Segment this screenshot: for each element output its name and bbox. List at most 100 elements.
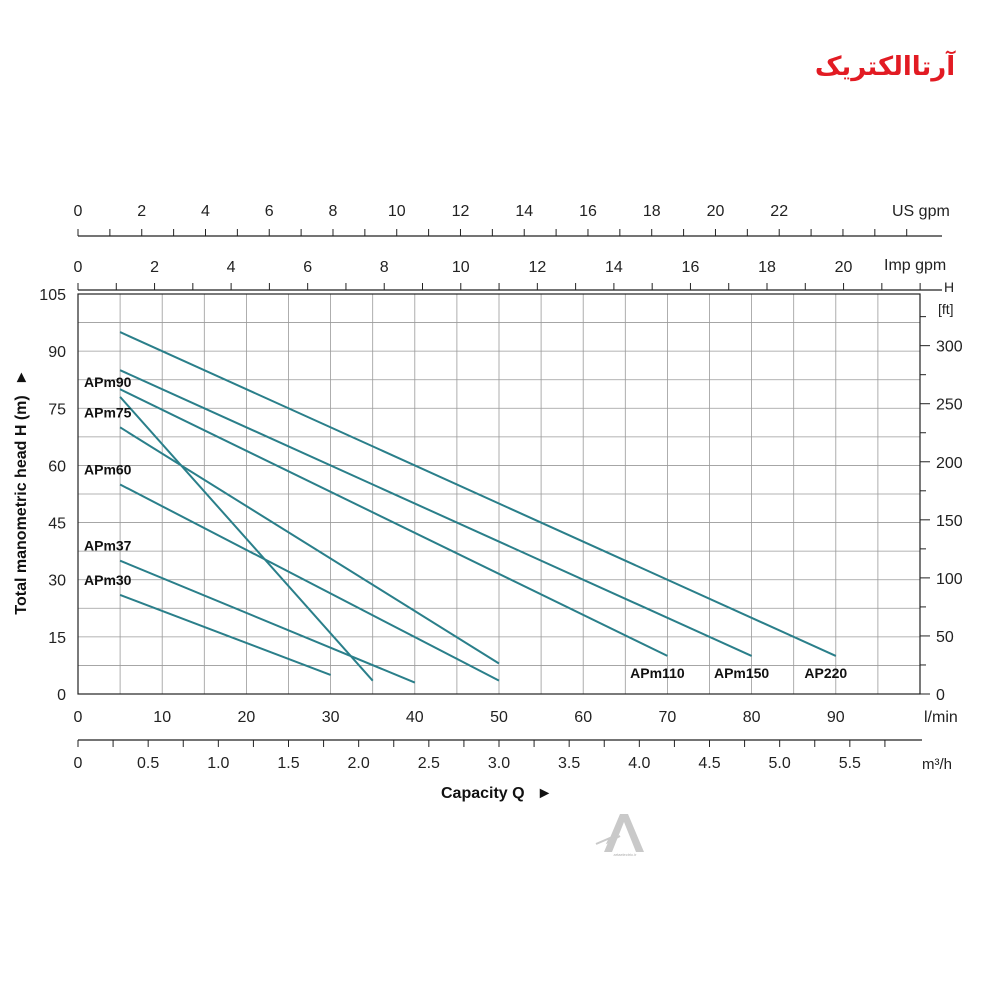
series-label-apm90: APm90	[84, 374, 132, 390]
series-line-apm37	[119, 559, 416, 684]
x-tick-label-m3h: 2.5	[418, 755, 440, 772]
series-line-apm150	[119, 369, 753, 657]
watermark-text: artaelectric.ir	[613, 852, 637, 857]
series-label-apm150: APm150	[714, 665, 769, 681]
us-gpm-tick-label: 16	[579, 203, 597, 220]
x-tick-label-m3h: 0	[74, 755, 83, 772]
brand-logo-text: آرتاالکتریک	[814, 52, 956, 82]
watermark-logo: artaelectric.ir	[590, 808, 660, 868]
y-tick-label-ft: 250	[936, 397, 963, 414]
left-axis: 0 15 30 45 60 75 90 105	[39, 287, 66, 704]
y-tick-label-m: 105	[39, 287, 66, 304]
x-tick-label-lmin: 10	[153, 709, 171, 726]
x-tick-label-m3h: 1.0	[207, 755, 229, 772]
series-group	[119, 331, 837, 684]
y-tick-label-m: 45	[48, 516, 66, 533]
us-gpm-tick-label: 22	[770, 203, 788, 220]
imp-gpm-axis-label: Imp gpm	[884, 257, 946, 274]
x-tick-label-m3h: 5.5	[839, 755, 861, 772]
imp-gpm-tick-label: 2	[150, 259, 159, 276]
y-tick-label-ft: 150	[936, 513, 963, 530]
watermark-mark-icon	[595, 814, 644, 852]
y-tick-label-m: 60	[48, 458, 66, 475]
series-labels: APm30 APm37 APm60 APm75 APm90 APm110 APm150 AP2…	[84, 374, 847, 681]
series-label-apm60: APm60	[84, 461, 132, 477]
y-axis-arrow-icon: ►	[13, 369, 30, 385]
series-label-apm110: APm110	[630, 665, 685, 681]
us-gpm-tick-label: 12	[452, 203, 470, 220]
y-tick-label-m: 75	[48, 401, 66, 418]
series-line-apm30	[119, 594, 331, 676]
x-tick-label-lmin: 80	[743, 709, 761, 726]
x-unit-lmin-label: l/min	[924, 709, 958, 726]
y-axis-title: Total manometric head H (m) ►	[13, 369, 30, 614]
x-tick-label-m3h: 2.0	[348, 755, 370, 772]
x-tick-label-lmin: 90	[827, 709, 845, 726]
x-tick-label-m3h: 3.5	[558, 755, 580, 772]
us-gpm-axis-label: US gpm	[892, 203, 950, 220]
x-axis-title: Capacity Q ►	[441, 785, 552, 802]
x-tick-label-lmin: 50	[490, 709, 508, 726]
y-axis-title-text: Total manometric head H (m)	[13, 395, 30, 614]
imp-gpm-tick-label: 12	[528, 259, 546, 276]
x-tick-label-lmin: 60	[574, 709, 592, 726]
us-gpm-tick-label: 6	[265, 203, 274, 220]
grid	[78, 294, 920, 694]
x-tick-label-lmin: 30	[322, 709, 340, 726]
imp-gpm-tick-label: 4	[227, 259, 236, 276]
imp-gpm-tick-label: 18	[758, 259, 776, 276]
x-tick-label-m3h: 4.0	[628, 755, 650, 772]
y-tick-label-m: 0	[57, 687, 66, 704]
top-axes: 0 2 4 6 8 10 12 14 16 18 20 22 0 2 4 6 8 10 12 14 16 18 20	[74, 203, 942, 291]
x-axis-arrow-icon: ►	[537, 785, 553, 802]
series-line-apm110	[119, 388, 668, 657]
y-tick-label-m: 30	[48, 573, 66, 590]
y-tick-label-ft: 0	[936, 687, 945, 704]
imp-gpm-tick-label: 8	[380, 259, 389, 276]
us-gpm-tick-label: 14	[515, 203, 533, 220]
series-label-apm75: APm75	[84, 404, 132, 420]
y-tick-label-ft: 200	[936, 455, 963, 472]
x-axis-title-text: Capacity Q	[441, 785, 525, 802]
imp-gpm-tick-label: 6	[303, 259, 312, 276]
x-tick-label-m3h: 3.0	[488, 755, 510, 772]
y-tick-label-ft: 300	[936, 339, 963, 356]
bottom-axes: 0 10 20 30 40 50 60 70 80 90 0 0.5 1.0 1.5 2.0 2.5 3.0 3.…	[74, 709, 922, 772]
series-line-ap220	[119, 331, 837, 657]
x-tick-label-m3h: 4.5	[698, 755, 720, 772]
series-line-apm90	[119, 396, 374, 682]
x-tick-label-m3h: 5.0	[769, 755, 791, 772]
x-tick-label-m3h: 0.5	[137, 755, 159, 772]
series-label-apm30: APm30	[84, 572, 132, 588]
us-gpm-tick-label: 0	[74, 203, 83, 220]
y-tick-label-ft: 100	[936, 571, 963, 588]
x-tick-label-lmin: 20	[238, 709, 256, 726]
series-label-ap220: AP220	[804, 665, 847, 681]
plot-frame	[77, 293, 921, 695]
x-tick-label-lmin: 0	[74, 709, 83, 726]
us-gpm-tick-label: 8	[329, 203, 338, 220]
series-line-apm60	[119, 483, 500, 682]
imp-gpm-tick-label: 14	[605, 259, 623, 276]
us-gpm-tick-label: 10	[388, 203, 406, 220]
us-gpm-tick-label: 18	[643, 203, 661, 220]
imp-gpm-tick-label: 20	[835, 259, 853, 276]
imp-gpm-tick-label: 10	[452, 259, 470, 276]
us-gpm-tick-label: 4	[201, 203, 210, 220]
x-unit-m3h-label: m³/h	[922, 756, 952, 773]
series-label-apm37: APm37	[84, 538, 132, 554]
x-tick-label-m3h: 1.5	[277, 755, 299, 772]
x-tick-label-lmin: 70	[659, 709, 677, 726]
x-tick-label-lmin: 40	[406, 709, 424, 726]
us-gpm-tick-label: 20	[707, 203, 725, 220]
right-axis: 0 50 100 150 200 250 300	[920, 316, 963, 704]
y-tick-label-m: 90	[48, 344, 66, 361]
imp-gpm-tick-label: 0	[74, 259, 83, 276]
right-axis-label-ft: [ft]	[938, 301, 954, 317]
imp-gpm-tick-label: 16	[682, 259, 700, 276]
us-gpm-tick-label: 2	[137, 203, 146, 220]
brand-logo: آرتاالکتریک	[810, 42, 960, 92]
right-axis-label-h: H	[944, 279, 954, 295]
